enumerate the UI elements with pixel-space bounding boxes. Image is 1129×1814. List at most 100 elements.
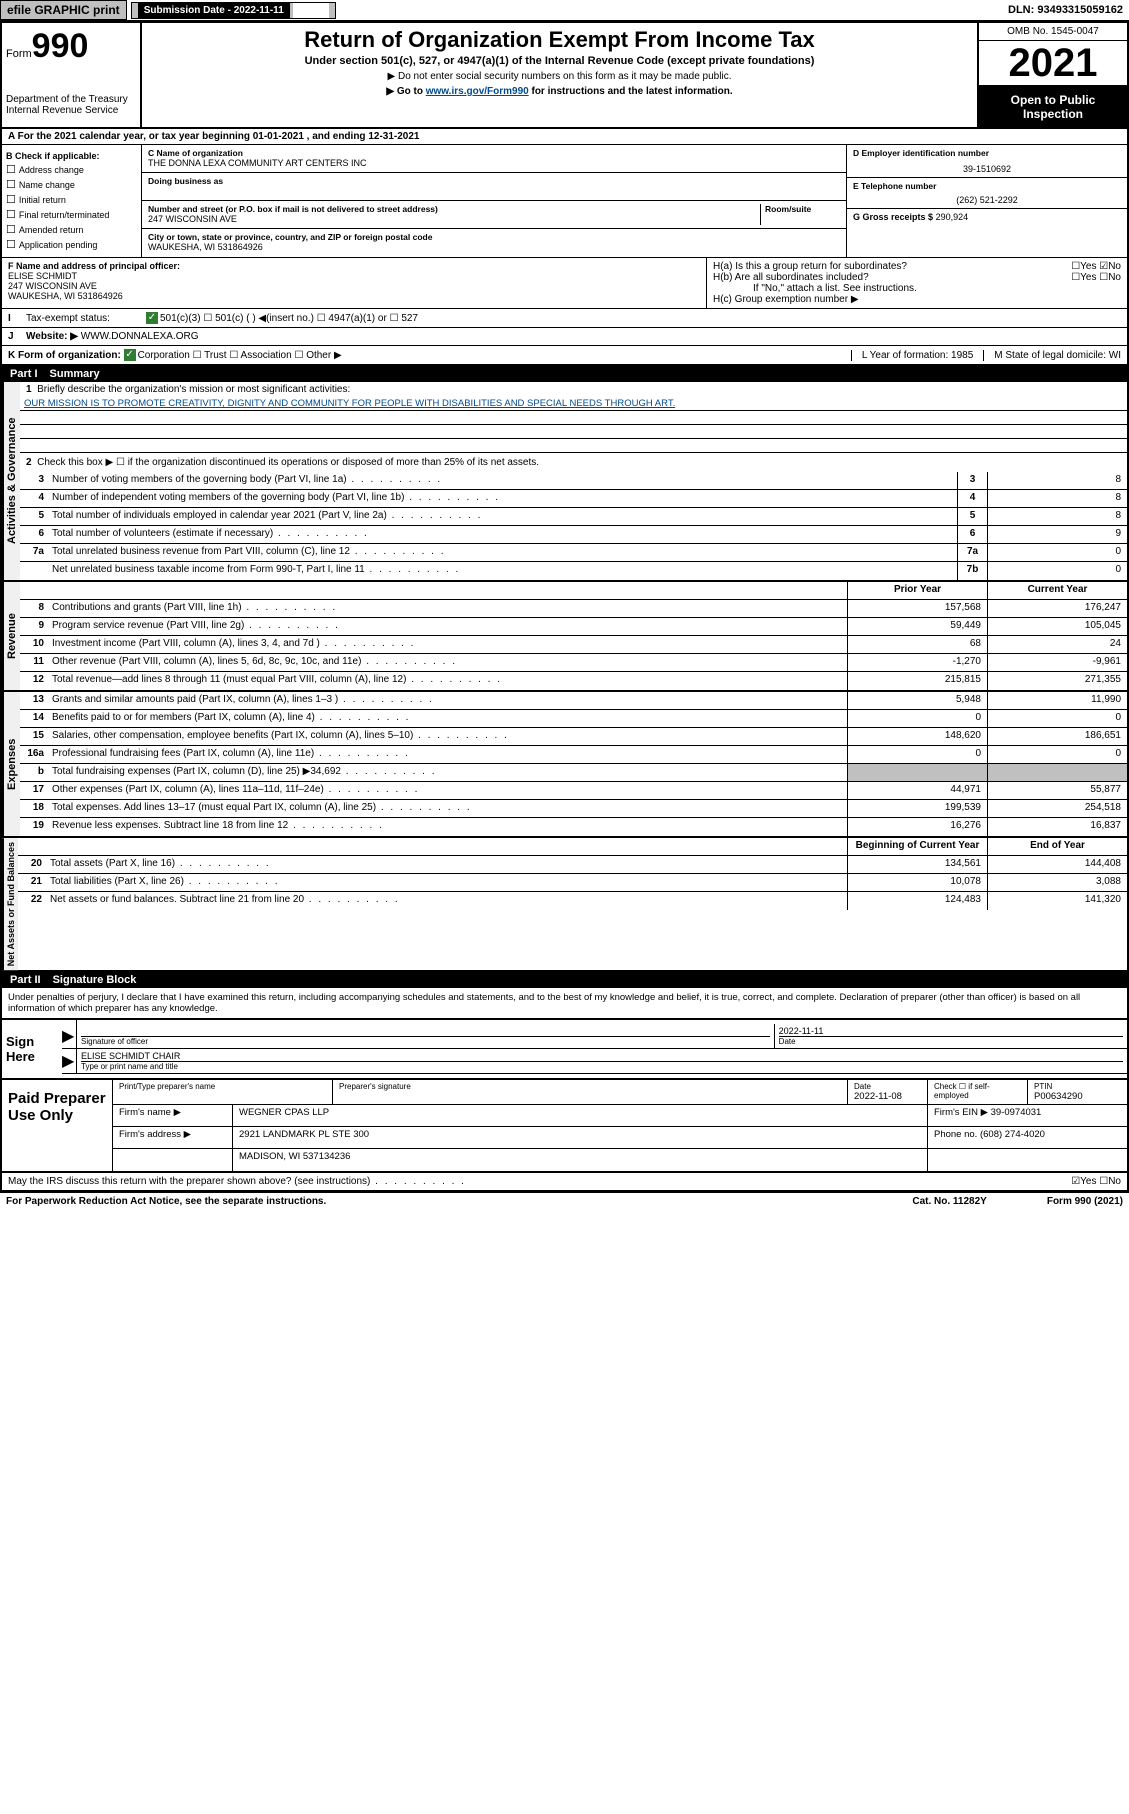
website-label: Website: ▶ — [26, 331, 78, 342]
paid-preparer-block: Paid Preparer Use Only Print/Type prepar… — [2, 1078, 1127, 1173]
col-d: D Employer identification number 39-1510… — [847, 145, 1127, 257]
table-row: 22Net assets or fund balances. Subtract … — [18, 892, 1127, 910]
firm-phone: (608) 274-4020 — [980, 1129, 1045, 1140]
ha-label: H(a) Is this a group return for subordin… — [713, 261, 907, 272]
chk-501c3[interactable] — [146, 312, 160, 324]
efile-button[interactable]: efile GRAPHIC print — [0, 0, 127, 20]
part-2-num: Part II — [10, 974, 41, 986]
eoy-header: End of Year — [987, 838, 1127, 855]
subtitle-3: ▶ Go to www.irs.gov/Form990 for instruct… — [152, 86, 967, 97]
table-row: 16aProfessional fundraising fees (Part I… — [20, 746, 1127, 764]
hb-note: If "No," attach a list. See instructions… — [713, 283, 1121, 294]
officer-addr1: 247 WISCONSIN AVE — [8, 281, 97, 291]
chk-application-pending[interactable]: Application pending — [6, 238, 137, 251]
expenses-section: Expenses 13Grants and similar amounts pa… — [2, 692, 1127, 838]
header-right: OMB No. 1545-0047 2021 Open to Public In… — [977, 23, 1127, 127]
table-row: 5Total number of individuals employed in… — [20, 508, 1127, 526]
q2-label: Check this box ▶ ☐ if the organization d… — [37, 457, 539, 468]
prep-sig-label: Preparer's signature — [339, 1082, 841, 1091]
chk-amended-return[interactable]: Amended return — [6, 223, 137, 236]
bottom-line: For Paperwork Reduction Act Notice, see … — [0, 1192, 1129, 1210]
part-1-num: Part I — [10, 368, 38, 380]
tax-exempt-label: Tax-exempt status: — [26, 313, 146, 324]
table-row: 10Investment income (Part VIII, column (… — [20, 636, 1127, 654]
chk-name-change[interactable]: Name change — [6, 178, 137, 191]
ha-answer[interactable]: ☐Yes ☑No — [1071, 261, 1121, 272]
paid-preparer-label: Paid Preparer Use Only — [2, 1080, 112, 1171]
hb-label: H(b) Are all subordinates included? — [713, 272, 869, 283]
form-footer: Form 990 (2021) — [1047, 1196, 1123, 1207]
boy-header: Beginning of Current Year — [847, 838, 987, 855]
dba-label: Doing business as — [148, 176, 840, 186]
dept-treasury: Department of the Treasury Internal Reve… — [6, 94, 136, 116]
officer-row: F Name and address of principal officer:… — [2, 258, 1127, 309]
top-bar: efile GRAPHIC print Submission Date - 20… — [0, 0, 1129, 21]
line-j: J Website: ▶ WWW.DONNALEXA.ORG — [2, 328, 1127, 346]
ptin-label: PTIN — [1034, 1082, 1121, 1091]
header-left: Form990 Department of the Treasury Inter… — [2, 23, 142, 127]
form-frame: Form990 Department of the Treasury Inter… — [0, 21, 1129, 1192]
side-label-revenue: Revenue — [2, 582, 20, 690]
table-row: 6Total number of volunteers (estimate if… — [20, 526, 1127, 544]
sign-here-block: Sign Here ▶ Signature of officer 2022-11… — [2, 1018, 1127, 1078]
mission-blank-3 — [20, 439, 1127, 453]
form-org-label: K Form of organization: — [8, 350, 121, 361]
table-row: 19Revenue less expenses. Subtract line 1… — [20, 818, 1127, 836]
addr-label: Number and street (or P.O. box if mail i… — [148, 204, 760, 214]
table-row: bTotal fundraising expenses (Part IX, co… — [20, 764, 1127, 782]
tel-value: (262) 521-2292 — [853, 195, 1121, 205]
side-label-netassets: Net Assets or Fund Balances — [2, 838, 18, 970]
current-year-header: Current Year — [987, 582, 1127, 599]
firm-phone-label: Phone no. — [934, 1129, 977, 1140]
tax-year: 2021 — [979, 41, 1127, 87]
firm-ein-label: Firm's EIN ▶ — [934, 1107, 988, 1118]
org-name-label: C Name of organization — [148, 148, 840, 158]
netassets-section: Net Assets or Fund Balances Beginning of… — [2, 838, 1127, 972]
chk-address-change[interactable]: Address change — [6, 163, 137, 176]
discuss-label: May the IRS discuss this return with the… — [8, 1176, 466, 1187]
irs-discuss-row: May the IRS discuss this return with the… — [2, 1173, 1127, 1190]
side-label-expenses: Expenses — [2, 692, 20, 836]
typed-name: ELISE SCHMIDT CHAIR — [81, 1051, 1123, 1061]
omb-number: OMB No. 1545-0047 — [979, 23, 1127, 41]
street-address: 247 WISCONSIN AVE — [148, 214, 760, 224]
org-name: THE DONNA LEXA COMMUNITY ART CENTERS INC — [148, 158, 840, 168]
part-1-header: Part I Summary — [2, 366, 1127, 382]
officer-label: F Name and address of principal officer: — [8, 261, 180, 271]
officer-name: ELISE SCHMIDT — [8, 271, 77, 281]
firm-addr1: 2921 LANDMARK PL STE 300 — [239, 1129, 369, 1140]
line-i: I Tax-exempt status: 501(c)(3) ☐ 501(c) … — [2, 309, 1127, 328]
row-a-tax-year: A For the 2021 calendar year, or tax yea… — [2, 129, 1127, 145]
chk-initial-return[interactable]: Initial return — [6, 193, 137, 206]
firm-name-label: Firm's name ▶ — [112, 1105, 232, 1126]
q1-label: Briefly describe the organization's miss… — [37, 384, 350, 395]
table-row: 4Number of independent voting members of… — [20, 490, 1127, 508]
arrow-icon: ▶ — [62, 1051, 76, 1073]
chk-final-return[interactable]: Final return/terminated — [6, 208, 137, 221]
hb-answer[interactable]: ☐Yes ☐No — [1071, 272, 1121, 283]
sign-here-label: Sign Here — [2, 1020, 62, 1078]
ein-value: 39-1510692 — [853, 164, 1121, 174]
table-row: 7aTotal unrelated business revenue from … — [20, 544, 1127, 562]
form-number: 990 — [32, 27, 89, 65]
subtitle-2: ▶ Do not enter social security numbers o… — [152, 71, 967, 82]
signature-declaration: Under penalties of perjury, I declare th… — [2, 988, 1127, 1018]
table-row: 13Grants and similar amounts paid (Part … — [20, 692, 1127, 710]
sig-officer-label: Signature of officer — [81, 1036, 770, 1046]
submission-date: Submission Date - 2022-11-11 — [138, 3, 290, 18]
website-value[interactable]: WWW.DONNALEXA.ORG — [81, 331, 199, 342]
ein-label: D Employer identification number — [853, 148, 1121, 158]
year-formation: L Year of formation: 1985 — [851, 350, 983, 361]
prep-self-employed[interactable]: Check ☐ if self-employed — [927, 1080, 1027, 1104]
irs-link[interactable]: www.irs.gov/Form990 — [426, 86, 529, 97]
city-value: WAUKESHA, WI 531864926 — [148, 242, 840, 252]
chk-corporation[interactable] — [124, 349, 138, 361]
form-org-opts: Corporation ☐ Trust ☐ Association ☐ Othe… — [138, 350, 342, 361]
subtitle-1: Under section 501(c), 527, or 4947(a)(1)… — [152, 55, 967, 67]
arrow-icon: ▶ — [62, 1026, 76, 1048]
form-prefix: Form — [6, 48, 32, 60]
table-row: 18Total expenses. Add lines 13–17 (must … — [20, 800, 1127, 818]
paperwork-notice: For Paperwork Reduction Act Notice, see … — [6, 1196, 326, 1207]
typed-label: Type or print name and title — [81, 1061, 1123, 1071]
discuss-answer[interactable]: ☑Yes ☐No — [1071, 1176, 1121, 1187]
